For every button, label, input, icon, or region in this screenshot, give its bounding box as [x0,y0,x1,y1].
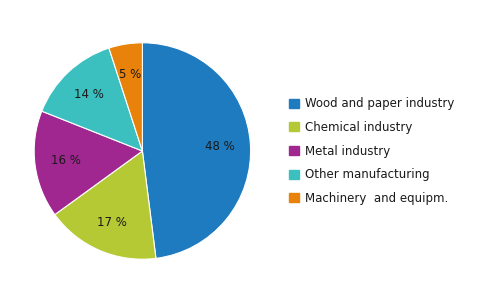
Wedge shape [142,43,250,259]
Text: 14 %: 14 % [75,88,104,101]
Text: 16 %: 16 % [51,154,81,167]
Wedge shape [34,111,142,215]
Legend: Wood and paper industry, Chemical industry, Metal industry, Other manufacturing,: Wood and paper industry, Chemical indust… [286,94,458,208]
Text: 5 %: 5 % [119,68,141,81]
Wedge shape [55,151,156,259]
Wedge shape [42,48,142,151]
Text: 17 %: 17 % [97,216,127,229]
Wedge shape [109,43,142,151]
Text: 48 %: 48 % [205,140,235,153]
